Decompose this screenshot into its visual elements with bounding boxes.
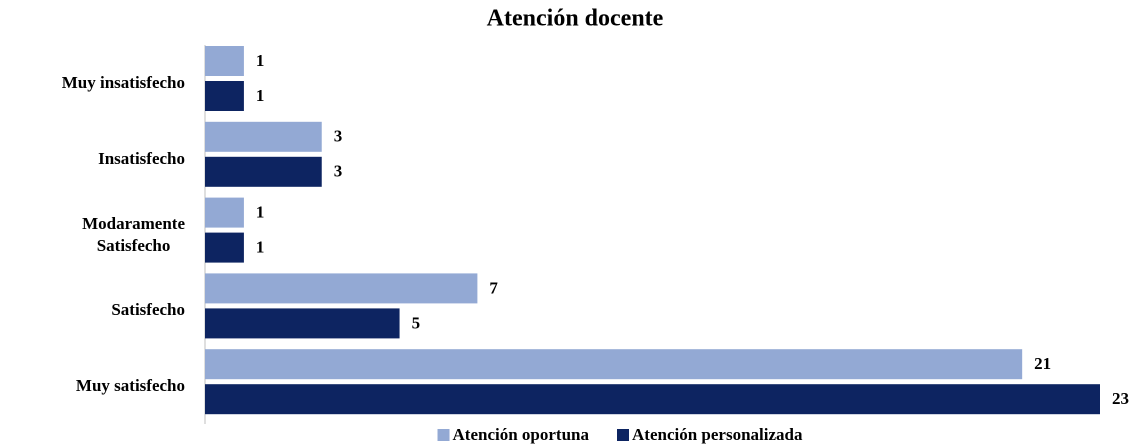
data-label: 1 <box>256 86 264 105</box>
legend-marker <box>437 429 450 441</box>
data-label: 23 <box>1112 389 1129 408</box>
legend-label: Atención oportuna <box>453 425 590 444</box>
category-label: Modaramente Satisfecho <box>82 213 185 255</box>
category-label: Muy satisfecho <box>75 376 185 396</box>
legend-label: Atención personalizada <box>632 425 803 444</box>
legend-marker <box>617 429 629 441</box>
bar <box>205 273 478 304</box>
data-label: 3 <box>334 127 343 146</box>
bar <box>205 349 1023 380</box>
bar <box>205 46 244 76</box>
chart-title: Atención docente <box>487 6 664 32</box>
data-label: 7 <box>489 278 498 297</box>
bar <box>205 156 322 187</box>
bar <box>205 81 244 111</box>
data-label: 3 <box>334 162 343 181</box>
category-label: Satisfecho <box>111 300 185 320</box>
category-label: Muy insatisfecho <box>61 72 185 92</box>
data-label: 5 <box>412 313 421 332</box>
data-label: 1 <box>256 238 264 257</box>
bar <box>205 197 244 228</box>
bar <box>205 384 1100 415</box>
data-label: 1 <box>256 51 264 70</box>
data-label: 21 <box>1034 354 1051 373</box>
bar <box>205 232 244 263</box>
data-label: 1 <box>256 203 264 222</box>
bar <box>205 121 322 152</box>
bar <box>205 308 400 339</box>
category-label: Insatisfecho <box>98 148 185 168</box>
